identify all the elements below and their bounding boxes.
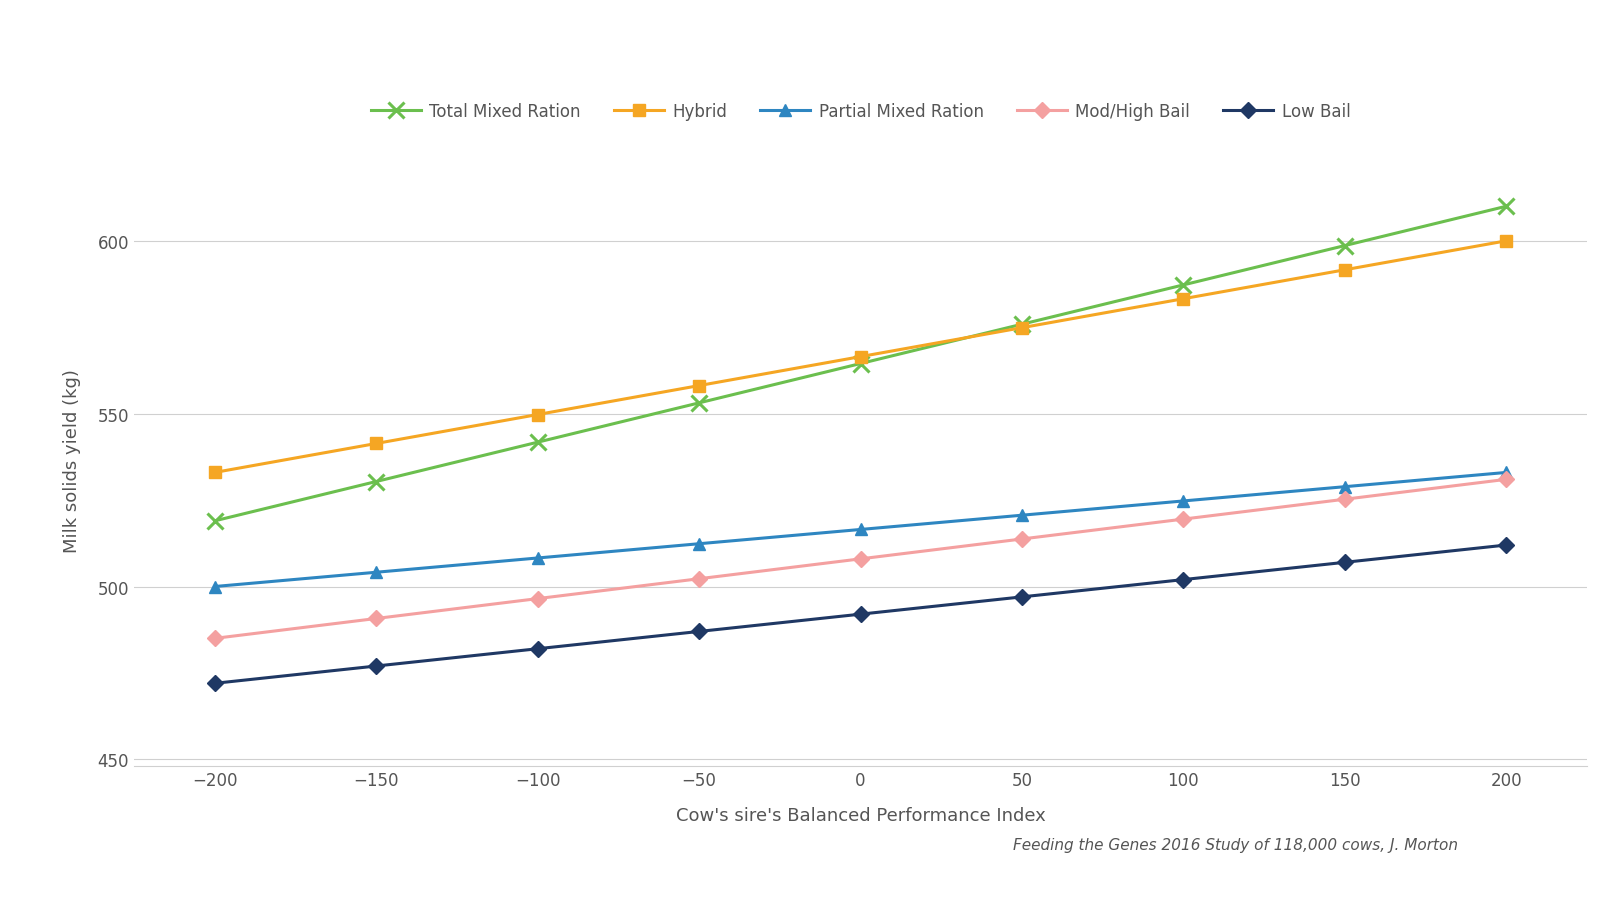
Legend: Total Mixed Ration, Hybrid, Partial Mixed Ration, Mod/High Bail, Low Bail: Total Mixed Ration, Hybrid, Partial Mixe… [364,97,1357,127]
Y-axis label: Milk solids yield (kg): Milk solids yield (kg) [62,369,82,553]
Text: Feeding the Genes 2016 Study of 118,000 cows, J. Morton: Feeding the Genes 2016 Study of 118,000 … [1012,837,1458,852]
X-axis label: Cow's sire's Balanced Performance Index: Cow's sire's Balanced Performance Index [676,805,1046,824]
